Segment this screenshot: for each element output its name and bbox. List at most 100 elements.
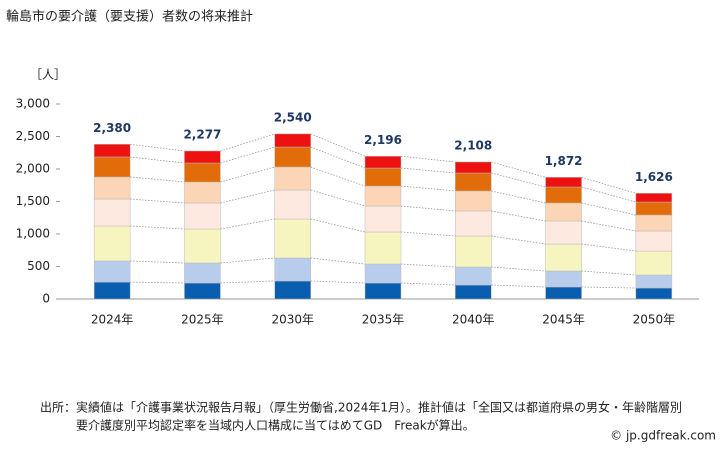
bar-segment [635,287,673,300]
connector [400,282,456,286]
bar-segment [93,260,131,283]
bar-segment [545,243,582,272]
connector [400,205,456,212]
connector [400,263,456,268]
bar-segment [635,250,673,276]
bar-segment [545,220,582,245]
connector [310,133,366,157]
connector [581,220,636,232]
connector [220,146,275,164]
connector [491,190,546,204]
total-label: 2,540 [274,110,312,124]
y-tick-label: 2,500 [16,129,50,143]
connector [581,176,636,194]
source-line: 要介護度別平均認定率を当域内人口構成に当てはめてGD Freakが算出。 [76,418,475,433]
bar-segment [184,282,221,300]
connector [400,185,456,192]
x-tick-label: 2045年 [542,313,585,327]
connector [130,281,185,284]
connector [491,161,546,178]
connector [220,280,275,284]
bar-segment [635,230,673,252]
bar-segment [635,201,673,216]
chart-title: 輪島市の要介護（要支援）者数の将来推計 [6,9,253,25]
x-tick-label: 2030年 [271,313,314,327]
connector [310,166,366,187]
connector [130,198,185,204]
bar-segment [455,161,492,174]
connector [220,133,275,152]
y-tick-label: 1,000 [16,227,50,241]
bar-segment [274,189,311,220]
bar-segment [455,210,492,237]
bar-segment [545,286,582,300]
connector [310,280,366,284]
credit: © jp.gdfreak.com [610,429,716,443]
bar-segment [455,172,492,192]
bar-segment [274,146,311,168]
bar-segment [274,280,311,300]
bar-segment [455,266,492,286]
bar-segment [364,282,402,300]
y-tick-label: 500 [27,259,50,273]
bar-segment [274,166,311,191]
bar-segment [364,156,402,169]
bar-segment [184,228,221,264]
total-label: 2,380 [93,121,131,135]
y-tick-label: 3,000 [16,97,50,111]
bar-segment [364,263,402,284]
bar-segment [93,176,131,200]
bar-segment [635,193,673,203]
y-tick-label: 2,000 [16,162,50,176]
bar-segment [274,257,311,282]
y-tick-label: 0 [42,292,50,306]
connector [220,218,275,230]
bar-segment [545,177,582,188]
connector [581,243,636,252]
source-line: 出所：実績値は「介護事業状況報告月報」（厚生労働省,2024年1月）。推計値は「… [40,400,682,415]
bar-segment [545,270,582,288]
total-label: 2,196 [364,133,402,147]
connector [130,143,185,152]
connector [310,189,366,207]
x-tick-label: 2050年 [633,313,676,327]
bar-segment [184,202,221,230]
connector [491,284,546,288]
connector [130,225,185,230]
y-axis-label: ［人］ [30,68,66,82]
connector [400,167,456,174]
bar-segment [364,167,402,187]
connector [581,202,636,216]
bar-segment [455,190,492,212]
bar-segment [184,162,221,183]
connector [491,235,546,245]
bar-segment [93,281,131,300]
connector [491,172,546,188]
connector [581,286,636,289]
connector [310,257,366,265]
connector [491,210,546,222]
x-tick-label: 2035年 [362,313,405,327]
total-label: 2,108 [454,138,492,152]
bar-segment [635,214,673,232]
x-tick-label: 2024年 [91,313,134,327]
connector [400,231,456,237]
connector [400,155,456,163]
connector [581,270,636,276]
connector [130,260,185,264]
bar-segment [93,144,131,158]
total-label: 1,872 [545,154,583,168]
bar-segment [274,133,311,148]
bar-segment [184,181,221,204]
connector [220,189,275,204]
bar-segment [455,284,492,300]
bar-segment [364,231,402,265]
bar-segment [274,218,311,259]
bar-segment [364,185,402,207]
bar-segment [93,198,131,227]
connector [220,166,275,183]
connector [310,218,366,233]
connector [581,186,636,203]
bar-segment [455,235,492,268]
